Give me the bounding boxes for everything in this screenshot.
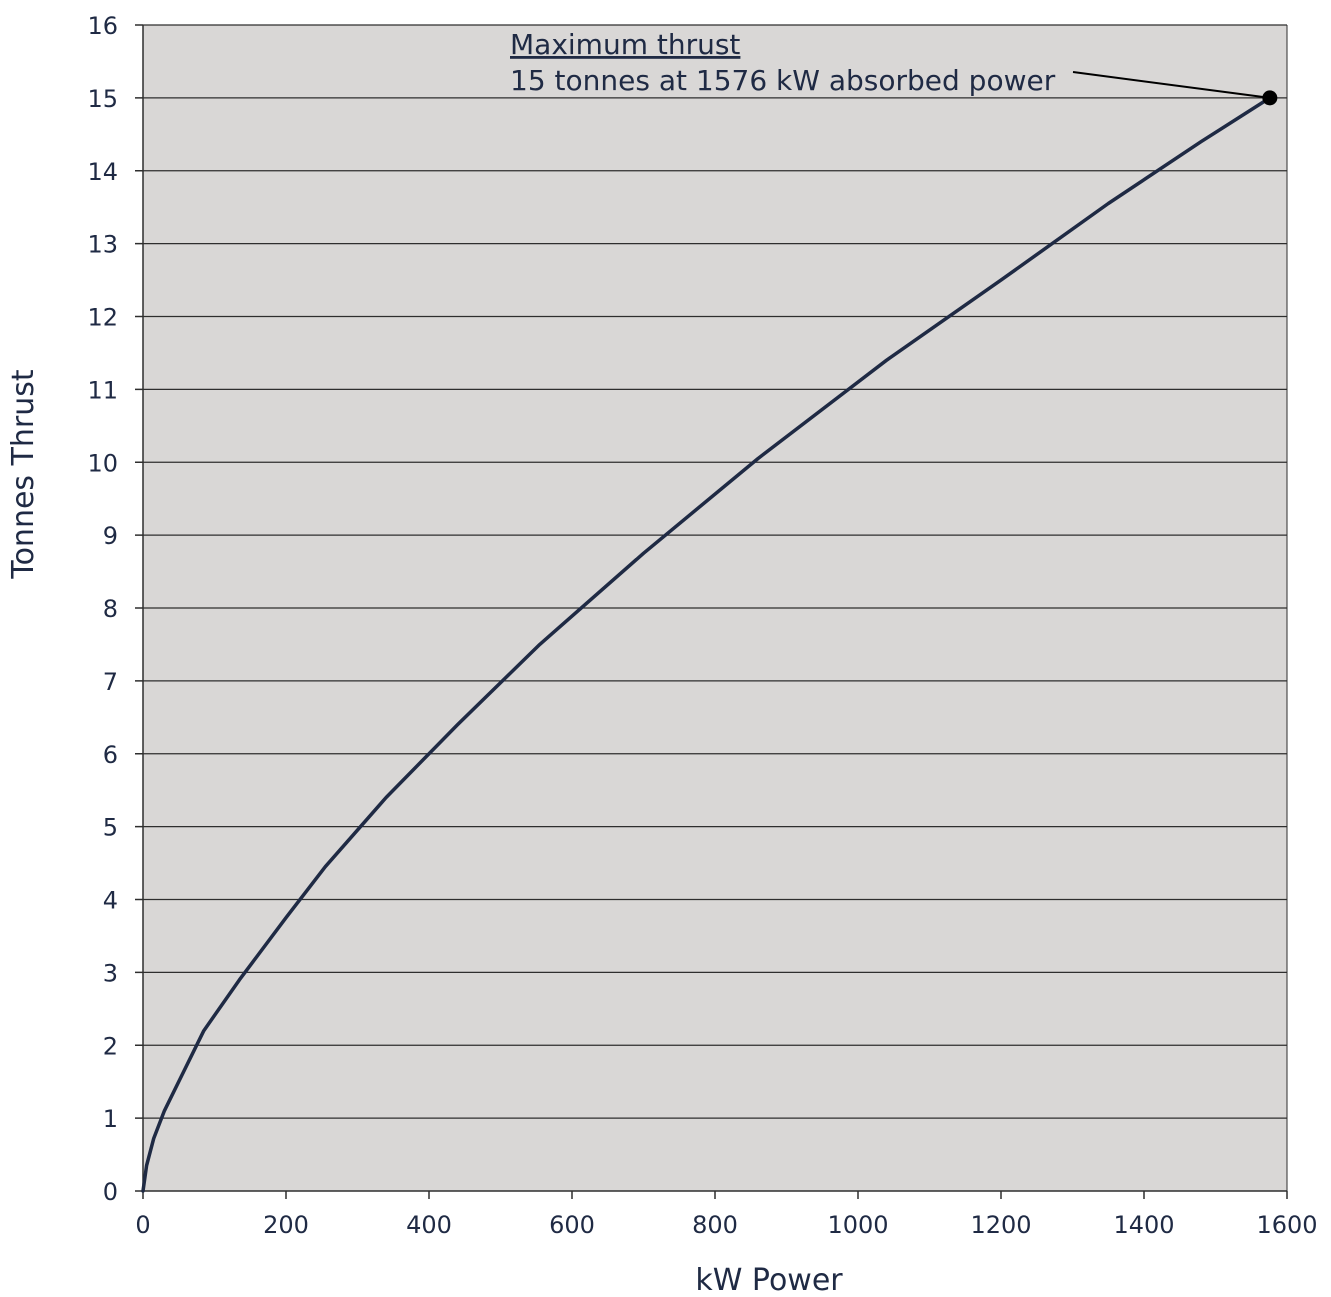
y-tick-label-15: 15 bbox=[87, 85, 118, 113]
x-tick-label-600: 600 bbox=[549, 1211, 595, 1239]
x-tick-label-1200: 1200 bbox=[970, 1211, 1031, 1239]
grid-lines bbox=[143, 24, 1287, 1119]
y-tick-label-14: 14 bbox=[87, 158, 118, 186]
x-tick-label-800: 800 bbox=[692, 1211, 738, 1239]
x-tick-label-1400: 1400 bbox=[1113, 1211, 1174, 1239]
y-tick-label-16: 16 bbox=[87, 12, 118, 40]
annotation-title: Maximum thrust bbox=[510, 28, 740, 61]
y-tick-label-0: 0 bbox=[103, 1178, 118, 1206]
y-tick-label-6: 6 bbox=[103, 741, 118, 769]
y-tick-label-1: 1 bbox=[103, 1105, 118, 1133]
x-tick-label-1000: 1000 bbox=[827, 1211, 888, 1239]
y-tick-label-4: 4 bbox=[103, 887, 118, 915]
y-tick-label-9: 9 bbox=[103, 522, 118, 550]
x-tick-label-400: 400 bbox=[406, 1211, 452, 1239]
y-tick-label-11: 11 bbox=[87, 376, 118, 404]
series-line bbox=[141, 96, 1272, 1193]
x-tick-label-200: 200 bbox=[263, 1211, 309, 1239]
x-tick-label-1600: 1600 bbox=[1256, 1211, 1317, 1239]
y-tick-label-13: 13 bbox=[87, 231, 118, 259]
annotation-text: 15 tonnes at 1576 kW absorbed power bbox=[510, 64, 1056, 97]
y-axis-title: Tonnes Thrust bbox=[6, 369, 41, 580]
y-tick-label-12: 12 bbox=[87, 304, 118, 332]
annotation-leader-line bbox=[1072, 71, 1270, 99]
y-tick-label-5: 5 bbox=[103, 814, 118, 842]
y-tick-label-8: 8 bbox=[103, 595, 118, 623]
y-tick-label-7: 7 bbox=[103, 668, 118, 696]
y-tick-label-2: 2 bbox=[103, 1032, 118, 1060]
x-axis-title: kW Power bbox=[695, 1263, 843, 1297]
max-thrust-marker bbox=[1262, 90, 1278, 106]
x-tick-label-0: 0 bbox=[135, 1211, 150, 1239]
y-tick-label-3: 3 bbox=[103, 959, 118, 987]
y-tick-label-10: 10 bbox=[87, 449, 118, 477]
